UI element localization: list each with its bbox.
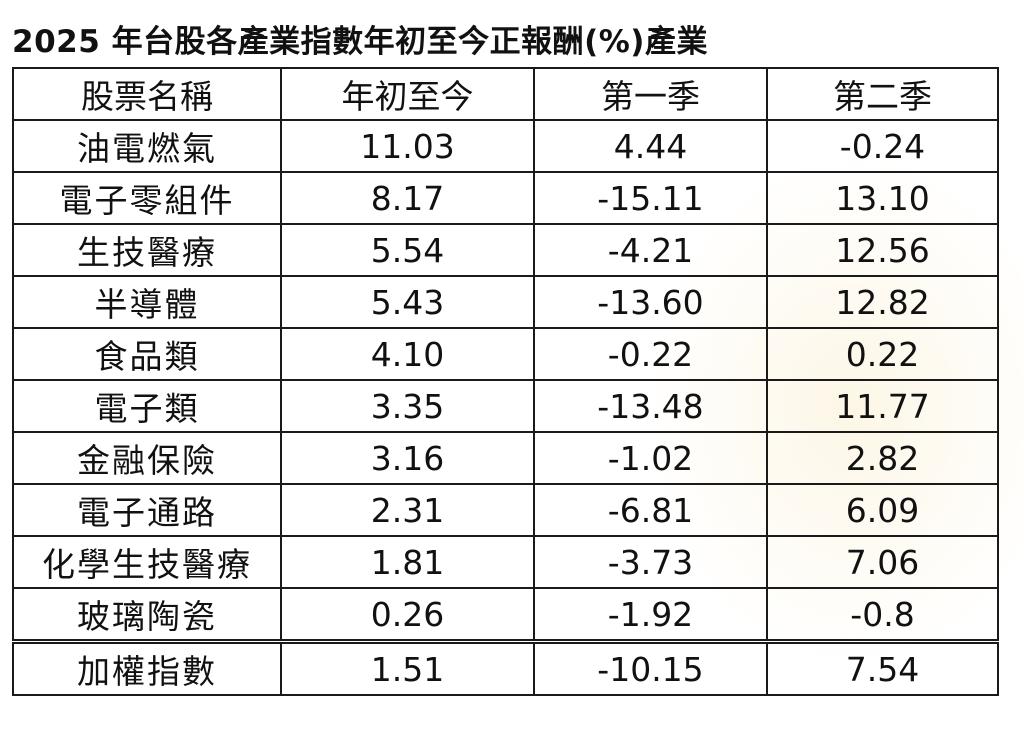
q1-cell: -13.60	[533, 275, 768, 329]
ytd-cell: 0.26	[280, 587, 535, 643]
industry-name-cell: 電子類	[12, 379, 282, 433]
index-name-cell: 加權指數	[12, 639, 282, 696]
industry-name-cell: 食品類	[12, 327, 282, 381]
table-row: 電子類 3.35 -13.48 11.77	[12, 379, 999, 433]
q2-cell: 7.06	[766, 535, 999, 589]
ytd-cell: 2.31	[280, 483, 535, 537]
q2-cell: 12.82	[766, 275, 999, 329]
q1-cell: -10.15	[533, 639, 768, 696]
table-row: 電子通路 2.31 -6.81 6.09	[12, 483, 999, 537]
column-header-q2: 第二季	[766, 67, 999, 121]
table-row: 電子零組件 8.17 -15.11 13.10	[12, 171, 999, 225]
q2-cell: -0.24	[766, 119, 999, 173]
table-row: 金融保險 3.16 -1.02 2.82	[12, 431, 999, 485]
industry-name-cell: 電子通路	[12, 483, 282, 537]
table-row: 化學生技醫療 1.81 -3.73 7.06	[12, 535, 999, 589]
table-header-row: 股票名稱 年初至今 第一季 第二季	[12, 67, 999, 121]
column-header-name: 股票名稱	[12, 67, 282, 121]
q1-cell: -3.73	[533, 535, 768, 589]
q1-cell: -15.11	[533, 171, 768, 225]
q2-cell: 6.09	[766, 483, 999, 537]
ytd-cell: 11.03	[280, 119, 535, 173]
returns-table: 股票名稱 年初至今 第一季 第二季 油電燃氣 11.03 4.44 -0.24 …	[12, 67, 999, 696]
q2-cell: 0.22	[766, 327, 999, 381]
ytd-cell: 5.43	[280, 275, 535, 329]
ytd-cell: 1.81	[280, 535, 535, 589]
table-row: 食品類 4.10 -0.22 0.22	[12, 327, 999, 381]
q2-cell: -0.8	[766, 587, 999, 643]
q2-cell: 2.82	[766, 431, 999, 485]
index-row: 加權指數 1.51 -10.15 7.54	[12, 639, 999, 696]
page-title: 2025 年台股各產業指數年初至今正報酬(%)產業	[12, 24, 708, 60]
industry-name-cell: 油電燃氣	[12, 119, 282, 173]
q2-cell: 7.54	[766, 639, 999, 696]
q2-cell: 12.56	[766, 223, 999, 277]
q1-cell: -13.48	[533, 379, 768, 433]
industry-name-cell: 半導體	[12, 275, 282, 329]
industry-name-cell: 玻璃陶瓷	[12, 587, 282, 643]
ytd-cell: 5.54	[280, 223, 535, 277]
ytd-cell: 8.17	[280, 171, 535, 225]
q1-cell: 4.44	[533, 119, 768, 173]
table-row: 油電燃氣 11.03 4.44 -0.24	[12, 119, 999, 173]
q1-cell: -1.92	[533, 587, 768, 643]
industry-name-cell: 化學生技醫療	[12, 535, 282, 589]
industry-name-cell: 生技醫療	[12, 223, 282, 277]
table-row: 玻璃陶瓷 0.26 -1.92 -0.8	[12, 587, 999, 643]
industry-name-cell: 金融保險	[12, 431, 282, 485]
table-row: 生技醫療 5.54 -4.21 12.56	[12, 223, 999, 277]
ytd-cell: 3.35	[280, 379, 535, 433]
column-header-q1: 第一季	[533, 67, 768, 121]
ytd-cell: 4.10	[280, 327, 535, 381]
q1-cell: -6.81	[533, 483, 768, 537]
q2-cell: 13.10	[766, 171, 999, 225]
ytd-cell: 3.16	[280, 431, 535, 485]
table-row: 半導體 5.43 -13.60 12.82	[12, 275, 999, 329]
q2-cell: 11.77	[766, 379, 999, 433]
q1-cell: -1.02	[533, 431, 768, 485]
ytd-cell: 1.51	[280, 639, 535, 696]
column-header-ytd: 年初至今	[280, 67, 535, 121]
industry-name-cell: 電子零組件	[12, 171, 282, 225]
q1-cell: -4.21	[533, 223, 768, 277]
q1-cell: -0.22	[533, 327, 768, 381]
